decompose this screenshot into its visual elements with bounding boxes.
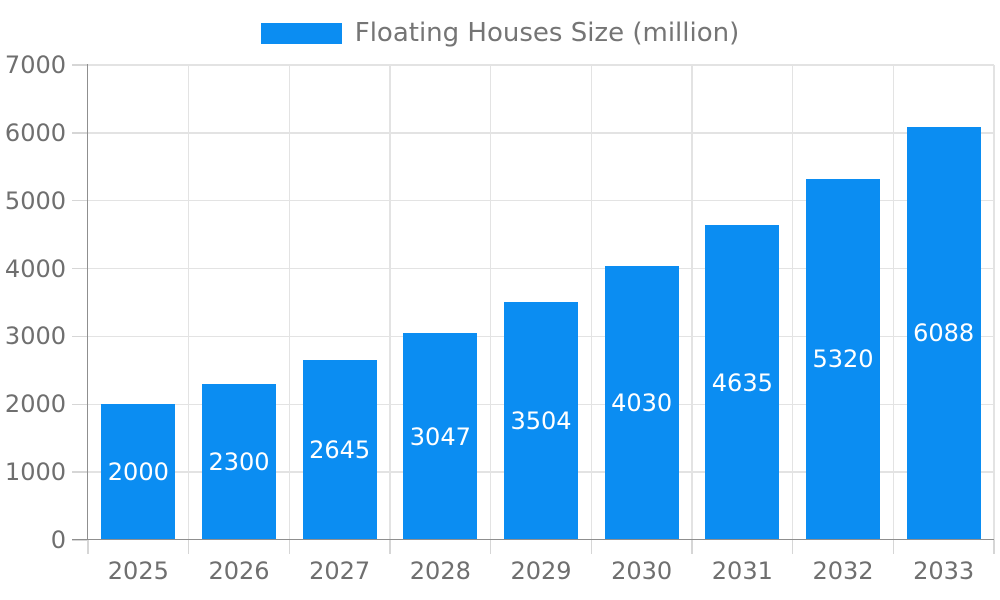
bar-value-label: 4030 [611,389,673,418]
y-tick [72,471,88,473]
x-tick [892,540,895,554]
v-gridline [489,64,492,540]
x-tick [590,540,593,554]
x-axis-label: 2032 [812,557,874,585]
legend-swatch[interactable] [260,22,342,44]
h-gridline [88,132,994,134]
x-tick [489,540,492,554]
bar-value-label: 2300 [208,447,270,476]
x-axis-label: 2033 [913,557,975,585]
x-tick [791,540,794,554]
bar[interactable]: 4030 [604,266,679,540]
bar[interactable]: 3504 [504,302,578,540]
bar-value-label: 5320 [812,345,874,374]
y-tick [72,267,88,270]
x-axis-label: 2029 [510,557,572,585]
y-axis-label: 2000 [4,390,66,419]
bar[interactable]: 2645 [302,360,377,540]
x-tick [187,540,190,554]
x-axis-line [72,538,994,541]
x-axis-label: 2030 [611,557,673,585]
bar[interactable]: 4635 [705,225,780,540]
x-tick [87,540,89,554]
y-axis-label: 5000 [4,186,66,215]
y-tick [72,199,88,202]
v-gridline [993,64,995,540]
bar[interactable]: 2000 [101,404,176,540]
x-axis-label: 2031 [711,557,773,585]
legend-label[interactable]: Floating Houses Size (million) [354,18,740,48]
v-gridline [791,64,794,540]
y-axis-line [86,64,89,540]
y-axis-label: 4000 [4,254,66,283]
h-gridline [88,199,994,202]
v-gridline [187,64,190,540]
x-tick [691,540,693,554]
bar-value-label: 2000 [107,458,169,487]
bar[interactable]: 6088 [906,126,981,540]
bar-value-label: 6088 [913,319,975,348]
y-tick [72,403,88,405]
y-axis-label: 3000 [4,322,66,351]
x-axis-label: 2027 [309,557,371,585]
y-tick [72,64,88,66]
bar[interactable]: 2300 [202,383,276,540]
v-gridline [892,64,895,540]
y-axis-label: 6000 [4,118,66,147]
x-axis-label: 2026 [208,557,270,585]
h-gridline [88,64,994,66]
v-gridline [389,64,391,540]
bar-value-label: 3504 [510,407,572,436]
y-axis-label: 7000 [4,50,66,79]
y-tick [72,132,88,134]
bar[interactable]: 3047 [403,333,478,540]
bar-value-label: 4635 [711,368,773,397]
x-tick [993,540,995,554]
y-tick [72,335,88,338]
bar[interactable]: 5320 [806,178,880,540]
x-tick [288,540,291,554]
v-gridline [288,64,291,540]
h-gridline [88,267,994,270]
legend: Floating Houses Size (million) [0,20,1000,46]
x-axis-label: 2025 [107,557,169,585]
y-axis-label: 1000 [4,458,66,487]
x-tick [389,540,391,554]
bar-value-label: 3047 [409,422,471,451]
v-gridline [590,64,593,540]
y-axis-label: 0 [50,526,66,554]
x-axis-label: 2028 [409,557,471,585]
v-gridline [691,64,693,540]
bar-value-label: 2645 [309,436,371,465]
